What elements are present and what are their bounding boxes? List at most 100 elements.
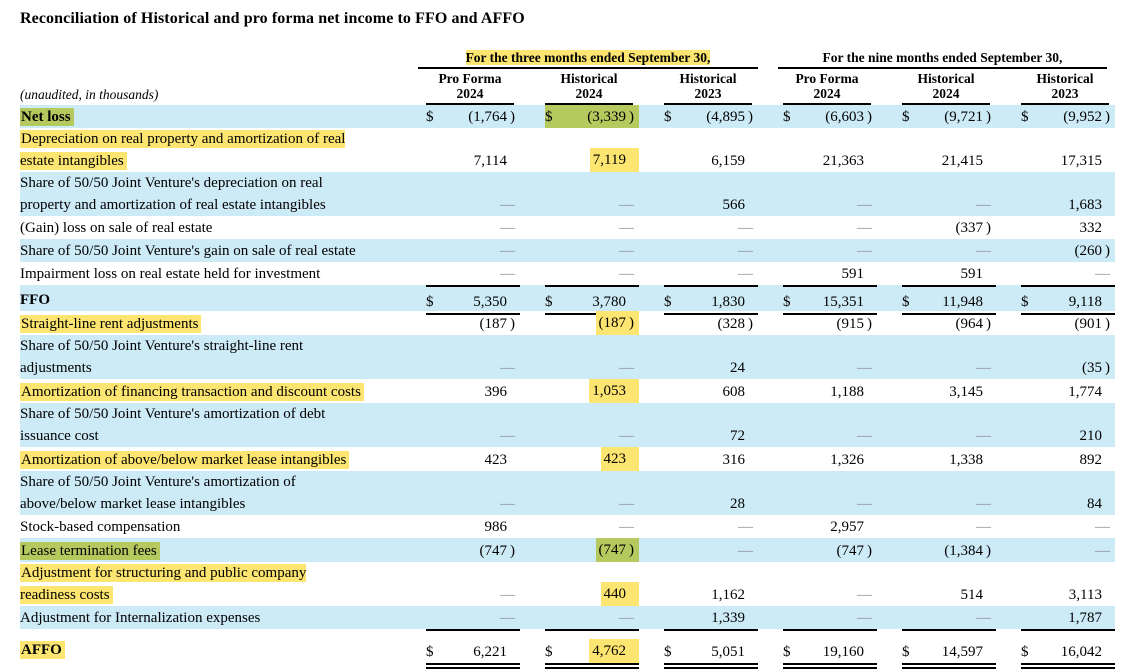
amount: 1,774 [1021,381,1115,403]
amount: — [426,425,520,447]
value-cell: — [401,471,520,515]
value-cell: (328) [639,311,758,335]
amount: — [664,540,758,562]
amount-value: — [619,610,634,626]
value-cell-content: — [545,471,639,515]
amount-value: — [500,428,515,444]
row-label-text: Share of 50/50 Joint Venture's amortizat… [20,474,296,512]
amount-value: — [857,587,872,603]
row-label-text: Amortization of above/below market lease… [20,451,350,469]
value-cell: 21,363 [758,128,877,172]
amount-value: 15,351 [822,294,864,310]
value-cell: — [877,515,996,538]
paren-slot: ) [1105,109,1110,125]
value-cell-content: — [545,262,639,285]
amount-value: 3,113 [1068,587,1102,603]
value-cell-content: $5,051 [664,629,758,669]
row-label-text: FFO [20,292,50,308]
value-cell-content: (915) [783,311,877,335]
amount: — [902,425,996,447]
value-cell: (747) [520,538,639,562]
table-row: Amortization of financing transaction an… [20,379,1115,403]
amount-value: — [738,220,753,236]
unaudited-note: (unaudited, in thousands) [20,87,159,102]
amount-value: 6,159 [711,153,745,169]
value-cell-content: 608 [664,379,758,403]
table-body: Net loss $ (1,764) $ (3,339) $ (4,895) $ (6,603)… [20,105,1115,669]
value-cell-content: 1,774 [1021,379,1115,403]
row-label-text: Amortization of financing transaction an… [20,383,364,401]
value-cell: — [520,471,639,515]
column-header-rule: Historical 2023 [1021,69,1109,105]
amount: 1,683 [1021,194,1115,216]
amount: (4,895) [672,106,759,128]
amount-value: (4,895) [706,106,758,128]
value-cell-content: 17,315 [1021,128,1115,172]
amount-value: — [619,220,634,236]
value-cell-content: 72 [664,403,758,447]
amount-value: 3,145 [949,384,983,400]
value-cell: — [520,335,639,379]
amount-value: — [857,197,872,213]
dollar-sign: $ [902,109,910,125]
amount-value: 892 [1079,452,1103,468]
value-cell: — [758,562,877,606]
value-cell: $5,051 [639,629,758,669]
group-header-label: For the three months ended September 30, [465,50,711,65]
amount: 1,053 [545,379,639,403]
amount: 514 [902,584,996,606]
amount: 3,145 [902,381,996,403]
amount-value: 210 [1079,428,1103,444]
row-label-text: Share of 50/50 Joint Venture's gain on s… [20,243,356,259]
amount-value: 440 [600,582,639,606]
value-cell: — [758,335,877,379]
row-label-text: Share of 50/50 Joint Venture's straight-… [20,338,304,376]
value-cell-content: — [426,606,520,629]
amount-value: — [976,496,991,512]
col-header-historical-2023: Historical 2023 [639,69,758,105]
value-cell-content: 396 [426,379,520,403]
amount-value: 566 [722,197,746,213]
row-label: Adjustment for Internalization expenses [20,607,401,629]
value-cell-content: — [783,562,877,606]
group-header-nine-months: For the nine months ended September 30, [778,50,1107,69]
amount: (328) [664,313,758,335]
amount-value: — [500,360,515,376]
value-cell: 591 [877,262,996,285]
value-cell-content: 1,053 [545,379,639,403]
row-label: Adjustment for structuring and public co… [20,562,401,606]
value-cell-content: — [426,403,520,447]
value-cell: 1,339 [639,606,758,629]
value-cell: — [520,172,639,216]
column-header-rule: Historical 2023 [664,69,752,105]
amount: 11,948 [910,291,997,313]
amount: — [426,240,520,262]
value-cell-content: — [664,239,758,262]
reconciliation-table: For the three months ended September 30,… [20,50,1115,669]
amount-value: 2,957 [830,519,864,535]
value-cell-content: — [783,335,877,379]
amount: — [783,357,877,379]
amount-value: — [976,519,991,535]
value-cell-content: 1,188 [783,379,877,403]
amount-value: 1,326 [830,452,864,468]
amount: (1,384) [902,540,996,562]
amount-value: 1,787 [1068,610,1102,626]
value-cell: — [520,515,639,538]
amount: 5,350 [434,291,521,313]
table-row: Share of 50/50 Joint Venture's gain on s… [20,239,1115,262]
amount: — [545,425,639,447]
amount: 1,338 [902,449,996,471]
row-label: Straight-line rent adjustments [20,313,401,335]
paren-slot: ) [986,316,991,332]
amount: (964) [902,313,996,335]
table-header-groups: For the three months ended September 30,… [20,50,1115,69]
amount-value: 1,774 [1068,384,1102,400]
amount-value: (1,764) [468,106,520,128]
value-cell: 1,774 [996,379,1115,403]
amount-value: 396 [484,384,508,400]
value-cell-content: — [783,216,877,239]
value-cell-content: (328) [664,311,758,335]
value-cell: $ (9,721) [877,105,996,128]
amount-value: 84 [1087,496,1102,512]
